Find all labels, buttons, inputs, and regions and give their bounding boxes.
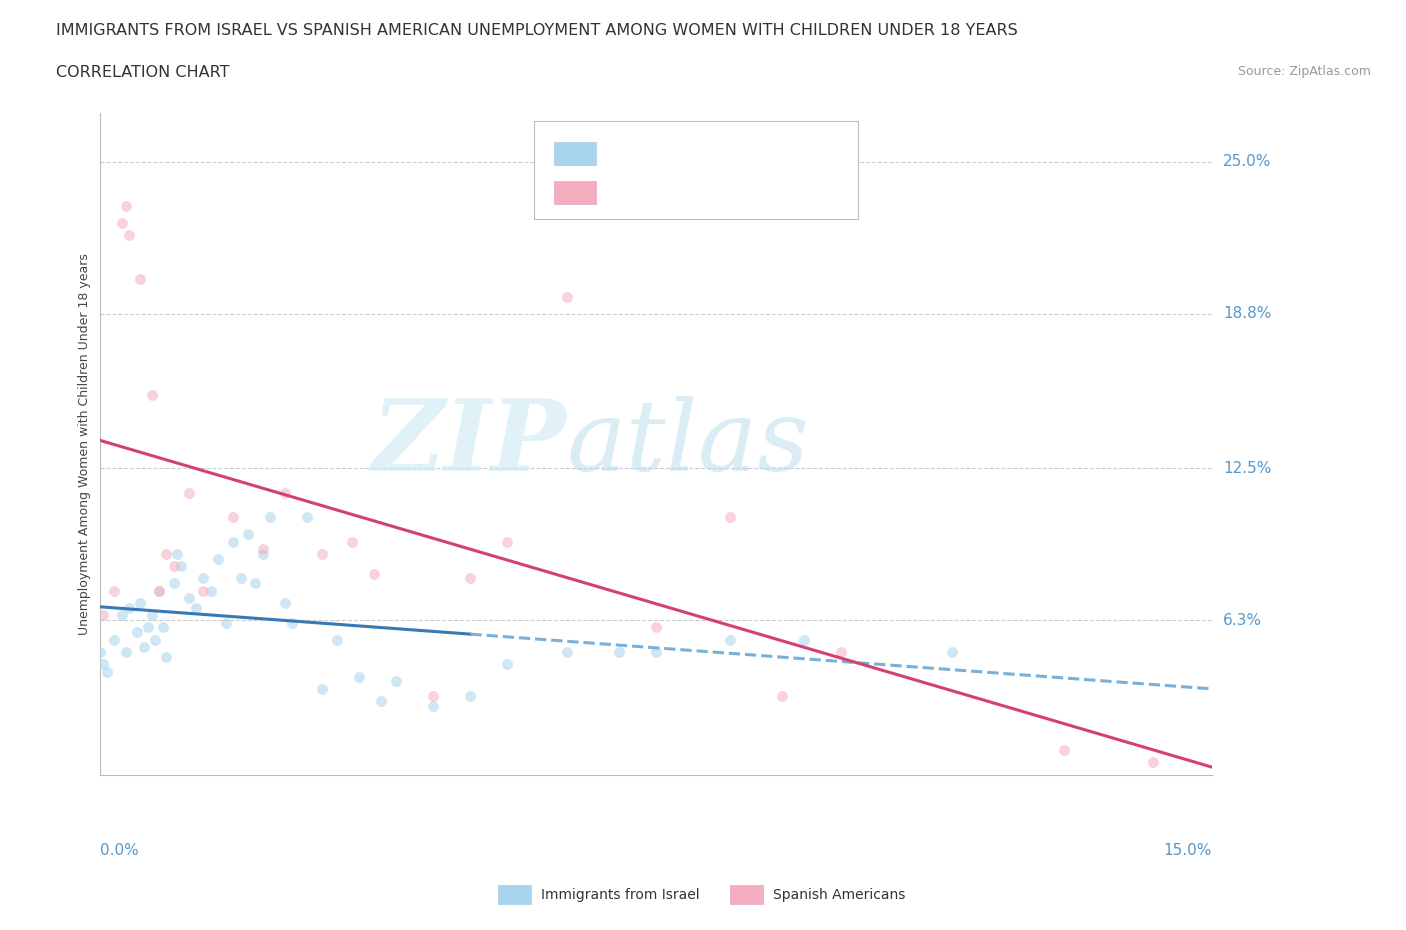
Point (644, 644, 666, 659)
Point (132, 640, 155, 655)
Point (422, 689, 444, 704)
Point (718, 510, 741, 525)
Point (103, 583, 125, 598)
Text: 15.0%: 15.0% (1164, 844, 1212, 858)
Point (193, 571, 215, 586)
Point (274, 485, 297, 500)
Point (311, 547, 333, 562)
Point (259, 510, 281, 525)
Point (91, 608, 114, 623)
Text: R =  0.081   N = 28: R = 0.081 N = 28 (609, 185, 758, 200)
Point (143, 632, 166, 647)
Point (129, 272, 152, 286)
Text: CORRELATION CHART: CORRELATION CHART (56, 65, 229, 80)
Text: R = -0.079   N = 48: R = -0.079 N = 48 (609, 146, 759, 161)
Point (644, 620, 666, 635)
Text: Source: ZipAtlas.com: Source: ZipAtlas.com (1237, 65, 1371, 78)
Text: atlas: atlas (567, 396, 810, 491)
Point (129, 595, 152, 610)
Point (496, 534, 519, 549)
Point (118, 601, 141, 616)
Text: 0.0%: 0.0% (100, 844, 138, 858)
Point (222, 510, 245, 525)
Text: 6.3%: 6.3% (1223, 613, 1263, 628)
Point (236, 527, 259, 542)
Text: 18.8%: 18.8% (1223, 306, 1271, 321)
Point (718, 632, 741, 647)
Point (770, 689, 793, 704)
Point (252, 541, 274, 556)
Point (326, 632, 349, 647)
Y-axis label: Unemployment Among Women with Children Under 18 years: Unemployment Among Women with Children U… (79, 253, 91, 634)
Point (340, 534, 363, 549)
Point (114, 198, 136, 213)
Point (148, 583, 170, 598)
Point (941, 644, 963, 659)
Point (245, 576, 267, 591)
Point (136, 620, 159, 635)
Point (111, 608, 134, 623)
Point (91, 657, 114, 671)
Point (141, 387, 163, 402)
Point (1142, 755, 1164, 770)
Point (215, 615, 238, 630)
Point (111, 216, 134, 231)
Text: Immigrants from Israel: Immigrants from Israel (541, 887, 700, 902)
Text: Spanish Americans: Spanish Americans (773, 887, 905, 902)
Point (555, 289, 578, 304)
Point (114, 644, 136, 659)
Text: 25.0%: 25.0% (1223, 154, 1271, 169)
Text: 12.5%: 12.5% (1223, 460, 1271, 475)
Point (252, 547, 274, 562)
Point (177, 591, 200, 605)
Point (184, 601, 207, 616)
Point (152, 620, 174, 635)
Point (118, 228, 141, 243)
Point (460, 571, 482, 586)
Point (297, 510, 319, 525)
Point (141, 608, 163, 623)
Point (103, 632, 125, 647)
Point (311, 682, 333, 697)
Point (177, 485, 200, 500)
Point (125, 625, 148, 640)
Point (163, 559, 186, 574)
Point (793, 632, 815, 647)
Point (363, 566, 385, 581)
Point (200, 583, 222, 598)
Point (347, 669, 370, 684)
Point (274, 595, 297, 610)
Point (89, 644, 111, 659)
Point (460, 689, 482, 704)
Point (193, 583, 215, 598)
Point (607, 644, 630, 659)
Point (830, 644, 852, 659)
Point (222, 534, 245, 549)
Point (1053, 743, 1076, 758)
Point (96, 664, 118, 679)
Point (281, 615, 304, 630)
Point (148, 583, 170, 598)
Point (422, 698, 444, 713)
Point (155, 547, 177, 562)
Point (555, 644, 578, 659)
Text: ZIP: ZIP (371, 395, 567, 492)
Point (170, 559, 193, 574)
Point (207, 551, 229, 566)
Point (155, 649, 177, 664)
Point (385, 674, 408, 689)
Point (163, 576, 186, 591)
Point (370, 694, 392, 709)
Point (229, 571, 252, 586)
Point (166, 547, 188, 562)
Point (496, 657, 519, 671)
Text: IMMIGRANTS FROM ISRAEL VS SPANISH AMERICAN UNEMPLOYMENT AMONG WOMEN WITH CHILDRE: IMMIGRANTS FROM ISRAEL VS SPANISH AMERIC… (56, 23, 1018, 38)
